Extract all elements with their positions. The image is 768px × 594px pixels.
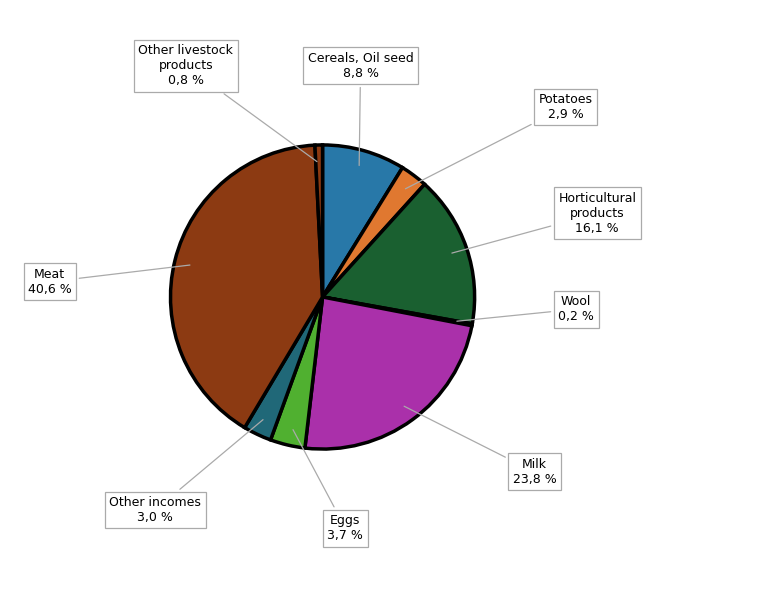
Text: Eggs
3,7 %: Eggs 3,7 % [293, 429, 363, 542]
Wedge shape [270, 297, 323, 448]
Wedge shape [315, 145, 323, 297]
Wedge shape [245, 297, 323, 440]
Text: Other incomes
3,0 %: Other incomes 3,0 % [109, 419, 263, 524]
Text: Cereals, Oil seed
8,8 %: Cereals, Oil seed 8,8 % [308, 52, 413, 166]
Wedge shape [305, 297, 472, 449]
Text: Wool
0,2 %: Wool 0,2 % [457, 295, 594, 323]
Wedge shape [323, 168, 425, 297]
Wedge shape [323, 297, 472, 326]
Text: Potatoes
2,9 %: Potatoes 2,9 % [406, 93, 592, 189]
Text: Meat
40,6 %: Meat 40,6 % [28, 265, 190, 296]
Wedge shape [323, 184, 475, 324]
Text: Other livestock
products
0,8 %: Other livestock products 0,8 % [138, 45, 317, 162]
Wedge shape [170, 145, 323, 428]
Wedge shape [323, 145, 402, 297]
Text: Horticultural
products
16,1 %: Horticultural products 16,1 % [452, 192, 636, 253]
Text: Milk
23,8 %: Milk 23,8 % [404, 406, 556, 486]
